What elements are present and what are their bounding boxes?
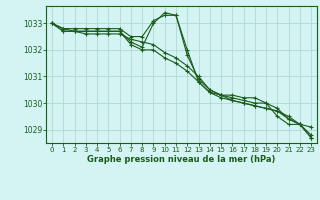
X-axis label: Graphe pression niveau de la mer (hPa): Graphe pression niveau de la mer (hPa) xyxy=(87,155,276,164)
